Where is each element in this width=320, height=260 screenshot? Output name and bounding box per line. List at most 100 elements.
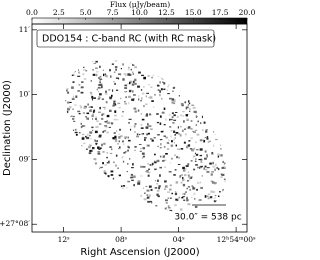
emission-pixel <box>132 210 136 213</box>
emission-pixel <box>109 69 111 72</box>
emission-pixel <box>195 116 198 118</box>
emission-pixel <box>176 223 180 226</box>
emission-pixel <box>126 197 129 199</box>
emission-pixel <box>187 163 190 166</box>
emission-pixel <box>157 195 160 198</box>
emission-pixel <box>165 65 169 69</box>
emission-pixel <box>163 124 166 126</box>
emission-pixel <box>174 137 176 139</box>
emission-pixel <box>207 115 210 117</box>
emission-pixel <box>97 197 99 200</box>
emission-pixel <box>63 158 67 161</box>
emission-pixel <box>91 96 94 99</box>
emission-pixel <box>66 184 68 186</box>
emission-pixel <box>228 45 230 48</box>
emission-pixel <box>125 200 128 202</box>
emission-pixel <box>96 192 99 194</box>
emission-pixel <box>127 219 131 222</box>
emission-pixel <box>125 187 128 189</box>
emission-pixel <box>145 95 147 98</box>
emission-pixel <box>164 166 166 168</box>
emission-pixel <box>105 125 108 128</box>
emission-pixel <box>136 228 138 230</box>
emission-pixel <box>188 176 191 178</box>
emission-pixel <box>68 186 70 188</box>
emission-pixel <box>101 114 103 116</box>
emission-pixel <box>185 107 188 110</box>
emission-pixel <box>116 130 118 132</box>
emission-pixel <box>224 140 227 142</box>
emission-pixel <box>71 134 73 137</box>
emission-pixel <box>138 95 140 98</box>
emission-pixel <box>85 216 87 219</box>
emission-pixel <box>67 107 69 111</box>
emission-pixel <box>137 182 141 185</box>
emission-pixel <box>177 50 181 52</box>
emission-pixel <box>68 76 71 78</box>
emission-pixel <box>224 162 227 164</box>
emission-pixel <box>165 202 168 204</box>
emission-pixel <box>142 133 145 135</box>
emission-pixel <box>199 166 201 169</box>
emission-pixel <box>74 221 76 224</box>
emission-pixel <box>200 227 203 229</box>
emission-pixel <box>188 64 192 66</box>
emission-pixel <box>157 59 159 62</box>
emission-pixel <box>188 144 191 147</box>
emission-pixel <box>78 197 82 200</box>
emission-pixel <box>219 104 222 106</box>
emission-pixel <box>105 207 109 210</box>
emission-pixel <box>128 145 130 147</box>
emission-pixel <box>178 156 180 159</box>
emission-pixel <box>167 85 169 88</box>
emission-pixel <box>100 180 103 182</box>
emission-pixel <box>193 156 195 159</box>
emission-pixel <box>67 229 71 232</box>
emission-pixel <box>64 125 65 128</box>
emission-pixel <box>100 166 103 169</box>
emission-pixel <box>220 72 223 75</box>
emission-pixel <box>229 209 232 211</box>
emission-pixel <box>218 55 221 57</box>
emission-pixel <box>200 122 202 124</box>
emission-pixel <box>214 195 217 197</box>
emission-pixel <box>92 110 95 113</box>
emission-pixel <box>134 146 137 148</box>
emission-pixel <box>73 120 76 122</box>
emission-pixel <box>123 73 127 75</box>
emission-pixel <box>65 68 67 71</box>
emission-pixel <box>220 70 223 72</box>
emission-pixel <box>215 60 218 62</box>
emission-pixel <box>113 71 116 73</box>
emission-pixel <box>228 153 232 157</box>
emission-pixel <box>72 199 76 202</box>
emission-pixel <box>61 97 64 100</box>
emission-pixel <box>114 139 118 143</box>
emission-pixel <box>215 52 217 54</box>
emission-pixel <box>106 224 108 226</box>
emission-pixel <box>218 81 221 84</box>
emission-pixel <box>141 227 144 230</box>
emission-pixel <box>220 225 224 228</box>
colorbar-tick-label: 0.0 <box>26 8 38 17</box>
emission-pixel <box>88 152 92 155</box>
emission-pixel <box>155 229 158 231</box>
emission-pixel <box>215 163 217 166</box>
emission-pixel <box>168 48 171 50</box>
emission-pixel <box>169 188 172 191</box>
emission-pixel <box>177 126 179 129</box>
emission-pixel <box>212 97 215 100</box>
emission-pixel <box>146 113 148 116</box>
emission-pixel <box>64 219 67 222</box>
emission-pixel <box>217 155 219 158</box>
emission-pixel <box>116 59 118 61</box>
emission-pixel <box>154 187 158 189</box>
emission-pixel <box>61 119 63 122</box>
emission-pixel <box>91 191 93 195</box>
emission-pixel <box>104 121 107 123</box>
emission-pixel <box>145 114 149 117</box>
emission-pixel <box>131 167 134 169</box>
emission-pixel <box>171 192 173 195</box>
emission-pixel <box>65 89 68 92</box>
emission-pixel <box>183 223 186 225</box>
